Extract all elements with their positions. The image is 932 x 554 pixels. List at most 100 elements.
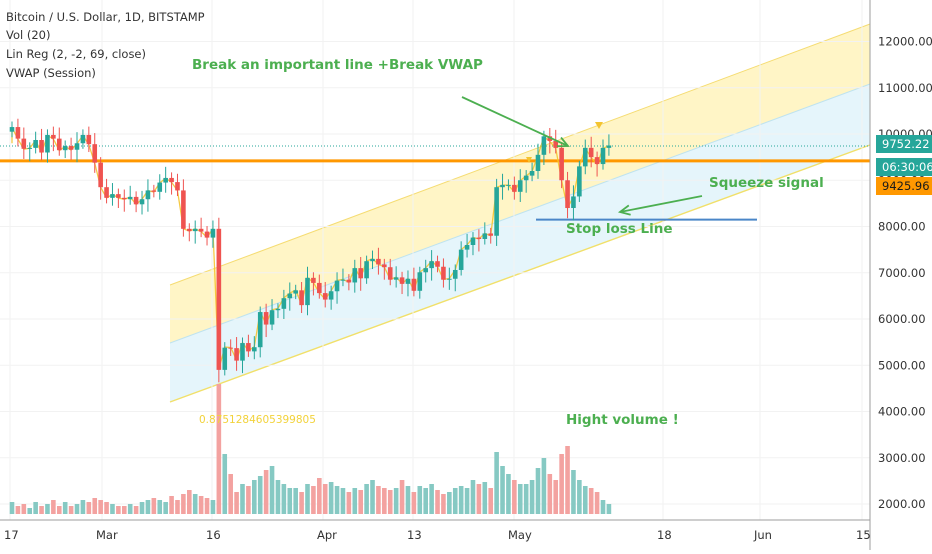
volume-bars: [9, 384, 612, 514]
candle-body: [405, 278, 411, 284]
candle-body: [429, 261, 434, 269]
candle-body: [464, 245, 470, 250]
volume-bar: [500, 466, 505, 514]
candle-body: [110, 194, 115, 198]
volume-bar: [340, 488, 346, 514]
candle-body: [204, 231, 210, 238]
candle-body: [399, 277, 405, 284]
candle-body: [163, 177, 168, 183]
x-tick-label: May: [508, 528, 532, 542]
volume-bar: [458, 486, 464, 514]
candle-body: [382, 264, 387, 268]
volume-bar: [27, 508, 33, 514]
channel-upper-line: [169, 23, 871, 286]
candle-body: [352, 268, 358, 283]
indicator-vwap[interactable]: VWAP (Session): [6, 66, 96, 80]
candle-body: [222, 347, 228, 370]
symbol-title[interactable]: Bitcoin / U.S. Dollar, 1D, BITSTAMP: [6, 10, 205, 24]
volume-bar: [447, 492, 452, 514]
volume-bar: [328, 482, 334, 514]
candle-body: [246, 343, 251, 352]
candle-body: [387, 267, 393, 280]
candle-body: [275, 308, 281, 311]
x-tick-label: 17: [4, 528, 19, 542]
marker-triangle: [595, 122, 603, 129]
candle-body: [51, 134, 56, 139]
volume-bar: [352, 488, 358, 514]
candle-body: [192, 228, 198, 232]
channel-lower-line: [169, 144, 871, 403]
indicator-volume[interactable]: Vol (20): [6, 28, 51, 42]
candle-body: [187, 228, 192, 232]
break-arrow-head: [556, 136, 570, 148]
volume-bar: [181, 494, 186, 514]
countdown-label: 06:30:06: [876, 158, 932, 176]
indicator-linreg[interactable]: Lin Reg (2, -2, 69, close): [6, 47, 146, 61]
candle-body: [458, 249, 464, 270]
volume-bar: [56, 506, 62, 514]
volume-bar: [523, 484, 529, 514]
volume-bar: [15, 506, 21, 514]
candle-body: [417, 272, 423, 291]
candle-body: [116, 194, 121, 198]
candle-body: [181, 190, 186, 229]
candle-body: [198, 228, 204, 232]
volume-bar: [80, 500, 86, 514]
candle-body: [210, 228, 216, 238]
x-tick-label: 13: [407, 528, 422, 542]
volume-bar: [565, 446, 570, 514]
volume-bar: [86, 502, 92, 514]
volume-bar: [571, 470, 576, 514]
volume-bar: [411, 492, 417, 514]
candle-body: [547, 136, 553, 141]
x-tick-label: 16: [206, 528, 221, 542]
candle-body: [340, 279, 346, 281]
candle-body: [447, 278, 452, 280]
volume-bar: [269, 466, 275, 514]
volume-bar: [429, 484, 434, 514]
volume-bar: [234, 492, 239, 514]
volume-bar: [476, 484, 482, 514]
volume-bar: [541, 458, 547, 514]
candle-body: [175, 182, 180, 191]
squeeze-arrow-head: [617, 204, 631, 216]
volume-bar: [423, 488, 428, 514]
candle-body: [452, 269, 458, 279]
candle-body: [559, 147, 564, 181]
volume-bar: [275, 480, 281, 514]
candle-body: [305, 277, 310, 306]
volume-bar: [92, 498, 98, 514]
candle-body: [435, 261, 440, 267]
candle-body: [311, 277, 316, 283]
volume-bar: [588, 488, 594, 514]
volume-bar: [535, 468, 541, 514]
volume-bar: [517, 484, 523, 514]
volume-bar: [33, 502, 38, 514]
annotation-arrows: [461, 96, 703, 216]
volume-bar: [104, 502, 109, 514]
volume-bar: [204, 498, 210, 514]
volume-bar: [582, 486, 588, 514]
candle-body: [606, 145, 612, 148]
channel-mid-line: [169, 83, 871, 344]
volume-bar: [577, 480, 582, 514]
volume-bar: [494, 452, 499, 514]
candle-body: [500, 184, 505, 188]
candle-body: [133, 196, 139, 205]
candle-body: [358, 268, 363, 279]
candle-body: [571, 196, 576, 208]
y-tick-label: 4000.00: [878, 405, 926, 419]
candle-body: [317, 282, 322, 294]
candle-body: [600, 147, 606, 165]
candle-body: [287, 293, 293, 299]
volume-bar: [139, 502, 145, 514]
candle-body: [293, 290, 298, 294]
volume-bar: [281, 484, 287, 514]
volume-bar: [210, 500, 216, 514]
correlation-value: 0.8751284605399805: [199, 414, 316, 426]
break-annotation: Break an important line +Break VWAP: [192, 57, 483, 73]
volume-bar: [246, 486, 251, 514]
